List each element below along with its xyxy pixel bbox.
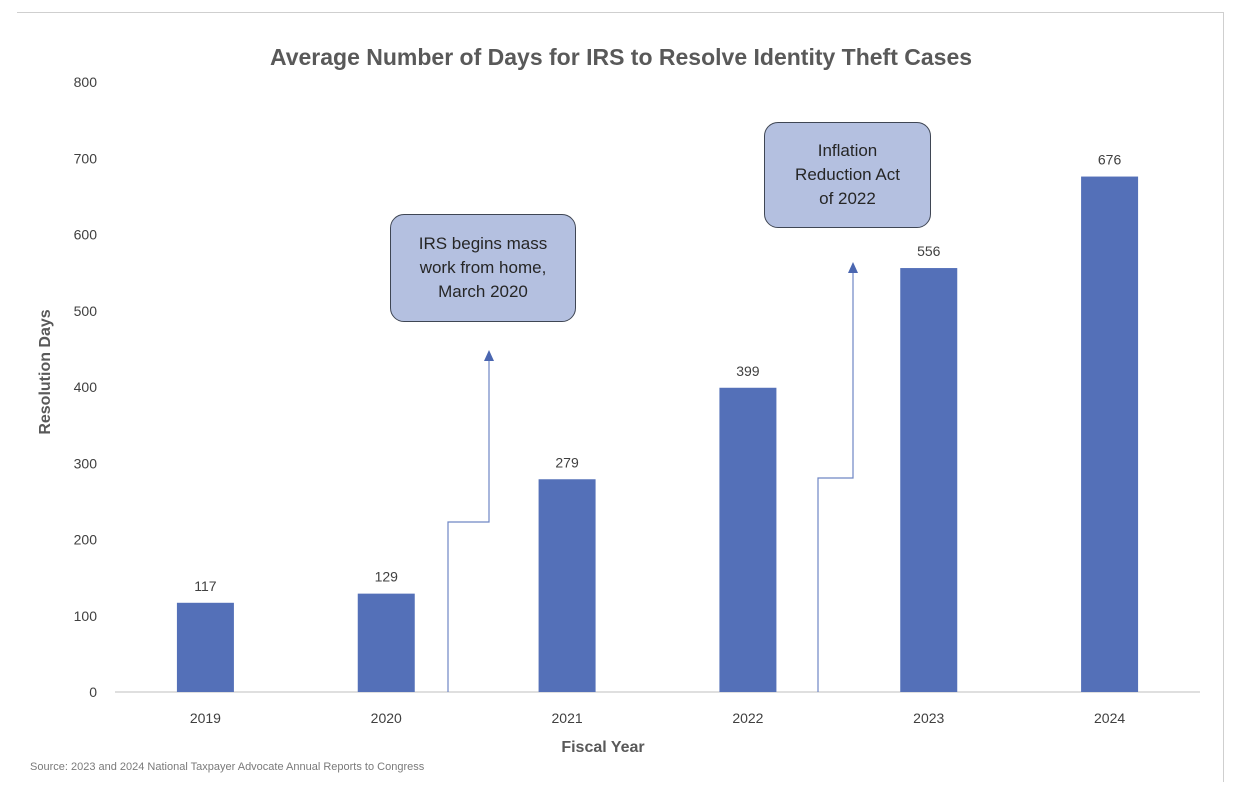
annotation-arrow-1-line <box>447 358 490 692</box>
annotation-arrow-1-arrowhead <box>484 350 494 361</box>
annotation-arrow-2-arrowhead <box>848 262 858 273</box>
bar-2021 <box>538 479 596 692</box>
y-axis-title: Resolution Days <box>37 309 54 434</box>
bar-2023 <box>900 268 958 692</box>
data-label: 676 <box>1098 152 1122 168</box>
y-tick-label: 200 <box>74 532 98 548</box>
data-label: 399 <box>736 363 760 379</box>
data-label: 117 <box>194 578 217 594</box>
data-label: 279 <box>555 454 579 470</box>
bar-2019 <box>176 602 234 692</box>
source-note: Source: 2023 and 2024 National Taxpayer … <box>30 761 425 773</box>
bar-2020 <box>357 593 415 692</box>
y-tick-label: 500 <box>74 303 98 319</box>
chart-title: Average Number of Days for IRS to Resolv… <box>269 44 973 70</box>
x-tick-label: 2024 <box>1094 710 1125 726</box>
x-tick-label: 2023 <box>913 710 944 726</box>
x-tick-label: 2022 <box>732 710 763 726</box>
y-tick-label: 300 <box>74 455 98 471</box>
y-tick-label: 800 <box>74 74 98 90</box>
annotation-arrow-2-line <box>817 270 854 692</box>
annotation-inflation-reduction-act: Inflation Reduction Act of 2022 <box>764 122 931 228</box>
x-tick-label: 2021 <box>552 710 583 726</box>
y-tick-label: 100 <box>74 608 98 624</box>
x-tick-label: 2019 <box>190 710 221 726</box>
y-tick-label: 400 <box>74 379 98 395</box>
y-tick-label: 0 <box>89 684 97 700</box>
bar-2024 <box>1081 176 1139 693</box>
x-axis-title: Fiscal Year <box>561 739 644 756</box>
y-tick-label: 700 <box>74 150 98 166</box>
annotation-inflation-reduction-act-text: Inflation Reduction Act of 2022 <box>795 141 900 208</box>
bar-2022 <box>719 387 777 692</box>
chart-frame <box>17 12 1224 782</box>
annotation-work-from-home-text: IRS begins mass work from home, March 20… <box>418 234 548 301</box>
annotation-work-from-home: IRS begins mass work from home, March 20… <box>390 214 576 322</box>
data-label: 556 <box>917 243 941 259</box>
x-tick-label: 2020 <box>371 710 402 726</box>
y-tick-label: 600 <box>74 227 98 243</box>
data-label: 129 <box>375 569 399 585</box>
